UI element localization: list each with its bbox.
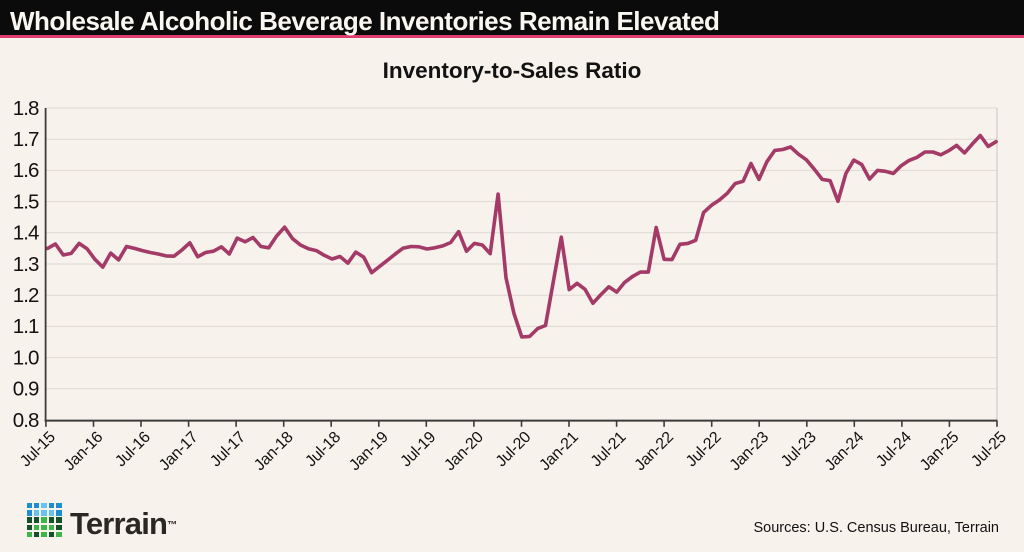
svg-text:Jan-20: Jan-20 bbox=[441, 429, 487, 475]
svg-text:Jul-17: Jul-17 bbox=[207, 429, 249, 471]
svg-text:1.8: 1.8 bbox=[13, 97, 39, 120]
svg-text:0.8: 0.8 bbox=[13, 409, 39, 432]
svg-text:1.6: 1.6 bbox=[13, 159, 39, 182]
svg-text:Jan-19: Jan-19 bbox=[346, 429, 392, 475]
svg-text:Jul-20: Jul-20 bbox=[493, 429, 535, 471]
svg-text:Jan-21: Jan-21 bbox=[536, 429, 582, 475]
svg-text:Jul-23: Jul-23 bbox=[778, 429, 820, 471]
svg-text:1.2: 1.2 bbox=[13, 284, 39, 307]
svg-text:Jul-25: Jul-25 bbox=[968, 429, 1010, 471]
svg-text:Jan-16: Jan-16 bbox=[61, 429, 107, 475]
svg-text:Jan-25: Jan-25 bbox=[917, 429, 963, 475]
svg-text:1.1: 1.1 bbox=[13, 315, 39, 338]
svg-text:Jan-23: Jan-23 bbox=[727, 429, 773, 475]
svg-text:Jan-22: Jan-22 bbox=[632, 429, 678, 475]
svg-text:Jul-22: Jul-22 bbox=[683, 429, 725, 471]
svg-text:1.5: 1.5 bbox=[13, 190, 39, 213]
svg-text:Jul-19: Jul-19 bbox=[398, 429, 440, 471]
svg-text:Jul-21: Jul-21 bbox=[588, 429, 630, 471]
svg-text:Jul-18: Jul-18 bbox=[302, 429, 344, 471]
svg-text:Jan-18: Jan-18 bbox=[251, 429, 297, 475]
svg-text:0.9: 0.9 bbox=[13, 378, 39, 401]
svg-text:Jan-24: Jan-24 bbox=[822, 429, 868, 475]
svg-text:1.4: 1.4 bbox=[13, 222, 39, 245]
svg-text:Jul-16: Jul-16 bbox=[112, 429, 154, 471]
svg-text:1.7: 1.7 bbox=[13, 128, 39, 151]
svg-text:Jan-17: Jan-17 bbox=[156, 429, 202, 475]
svg-text:1.3: 1.3 bbox=[13, 253, 39, 276]
svg-text:Jul-15: Jul-15 bbox=[17, 429, 59, 471]
svg-text:Jul-24: Jul-24 bbox=[873, 429, 915, 471]
svg-text:1.0: 1.0 bbox=[13, 346, 39, 369]
